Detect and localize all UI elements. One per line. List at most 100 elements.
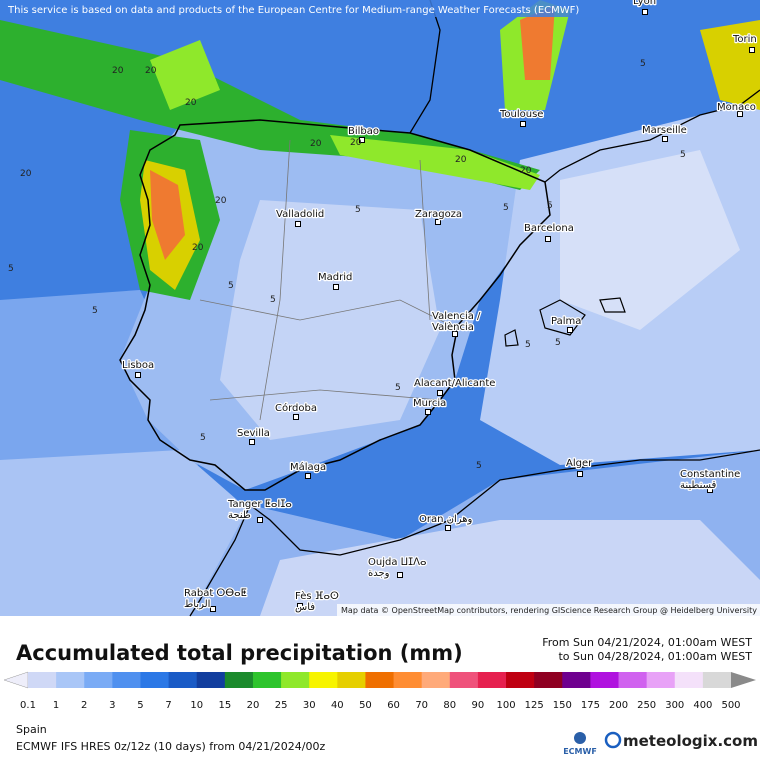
city-name-alt: València: [432, 321, 474, 333]
colorbar-bin: [506, 672, 535, 688]
colorbar-tick-label: 70: [415, 700, 428, 711]
city-name: Valladolid: [276, 209, 324, 220]
colorbar-bin: [477, 672, 507, 688]
map: This service is based on data and produc…: [0, 0, 760, 617]
colorbar-tick-label: 90: [472, 700, 485, 711]
city-name: Fès ⴼⴰⵙ: [295, 590, 339, 602]
city-marker: [437, 390, 443, 396]
colorbar-tick-label: 10: [190, 700, 203, 711]
city-name: Marseille: [642, 125, 687, 136]
contour-label: 5: [8, 264, 14, 274]
city-marker: [210, 606, 216, 612]
city-name: Torin: [732, 34, 757, 45]
city-marker: [662, 136, 668, 142]
attribution: This service is based on data and produc…: [7, 5, 579, 16]
colorbar-bin: [28, 672, 57, 688]
colorbar-tick-label: 15: [218, 700, 231, 711]
city-marker: [545, 236, 551, 242]
colorbar-tick-label: 30: [303, 700, 316, 711]
meteologix-logo[interactable]: meteologix.com: [623, 732, 758, 750]
city-name-alt: طنجة: [228, 510, 251, 521]
city-name: Monaco: [717, 102, 756, 113]
city-name: Lyon: [633, 0, 656, 7]
colorbar-tick-label: 300: [665, 700, 684, 711]
contour-label: 20: [310, 139, 322, 149]
city-marker: [452, 331, 458, 337]
contour-label: 5: [547, 201, 553, 211]
colorbar-bin: [140, 672, 170, 688]
city-name: Valencia /: [432, 311, 481, 322]
city-marker: [293, 414, 299, 420]
colorbar-tick-label: 175: [581, 700, 600, 711]
city-marker: [435, 219, 441, 225]
colorbar-bin: [252, 672, 282, 688]
colorbar-tick-label: 100: [496, 700, 515, 711]
contour-label: 20: [350, 138, 362, 148]
colorbar-tick-label: 80: [443, 700, 456, 711]
colorbar-tick-label: 0.1: [20, 700, 36, 711]
city-marker: [577, 471, 583, 477]
ecmwf-logo: ECMWF: [563, 747, 597, 756]
colorbar-tick-label: 5: [137, 700, 143, 711]
colorbar-bin: [56, 672, 85, 688]
city-name: Alger: [566, 458, 593, 469]
colorbar-bin: [449, 672, 479, 688]
colorbar-bin: [534, 672, 563, 688]
colorbar-bin: [309, 672, 338, 688]
meteologix-icon: [604, 731, 622, 749]
colorbar-bin: [393, 672, 423, 688]
city-name-alt: وجدة: [368, 568, 390, 579]
city-marker: [425, 409, 431, 415]
city-marker: [445, 525, 451, 531]
city-name: Oujda ⵡⵊⴷⴰ: [368, 557, 427, 568]
colorbar-bin: [337, 672, 366, 688]
contour-label: 5: [525, 340, 531, 350]
colorbar-tick-label: 20: [247, 700, 260, 711]
ecmwf-icon: [574, 732, 586, 744]
colorbar-arrow-high: [731, 672, 756, 688]
city-name: Madrid: [318, 272, 352, 283]
city-marker: [520, 121, 526, 127]
city-name: Palma: [551, 316, 581, 327]
city-name-alt: الرباط: [184, 599, 210, 610]
contour-label: 5: [555, 338, 561, 348]
colorbar-arrow-low: [3, 671, 29, 689]
contour-label: 5: [270, 295, 276, 305]
colorbar-bin: [365, 672, 395, 688]
colorbar-tick-label: 200: [609, 700, 628, 711]
city-name: Bilbao: [348, 126, 379, 137]
contour-label: 20: [112, 66, 124, 76]
colorbar-bin: [168, 672, 198, 688]
city-name: Rabat ⵔⴱⴰⵟ: [184, 588, 247, 599]
map-credit: Map data © OpenStreetMap contributors, r…: [341, 606, 757, 615]
colorbar: 0.1 1 2 3 5 7 10 15 20 25 30 40 50 60 70 80 90 100 125 150 1…: [3, 671, 756, 711]
city-marker: [297, 603, 303, 609]
city-name: Oran وهران: [419, 514, 473, 525]
contour-label: 20: [20, 169, 32, 179]
city-marker: [737, 111, 743, 117]
contour-label: 5: [228, 281, 234, 291]
city-marker: [707, 487, 713, 493]
city-marker: [305, 473, 311, 479]
colorbar-tick-label: 150: [553, 700, 572, 711]
city-marker: [333, 284, 339, 290]
colorbar-tick-label: 7: [165, 700, 171, 711]
colorbar-bin: [84, 672, 113, 688]
colorbar-tick-label: 500: [721, 700, 740, 711]
contour-label: 20: [520, 166, 532, 176]
city-marker: [257, 517, 263, 523]
contour-label: 5: [355, 205, 361, 215]
title: Accumulated total precipitation (mm): [16, 641, 463, 665]
colorbar-tick-label: 400: [693, 700, 712, 711]
city-marker: [359, 137, 365, 143]
colorbar-tick-label: 2: [81, 700, 87, 711]
city-name-alt: قسنطينة: [680, 480, 717, 491]
footer: Accumulated total precipitation (mm) Fro…: [3, 636, 758, 756]
city-marker: [749, 47, 755, 53]
city-name: Zaragoza: [415, 209, 462, 220]
city-marker: [249, 439, 255, 445]
city-marker: [397, 572, 403, 578]
colorbar-bin: [674, 672, 704, 688]
city-marker: [135, 372, 141, 378]
